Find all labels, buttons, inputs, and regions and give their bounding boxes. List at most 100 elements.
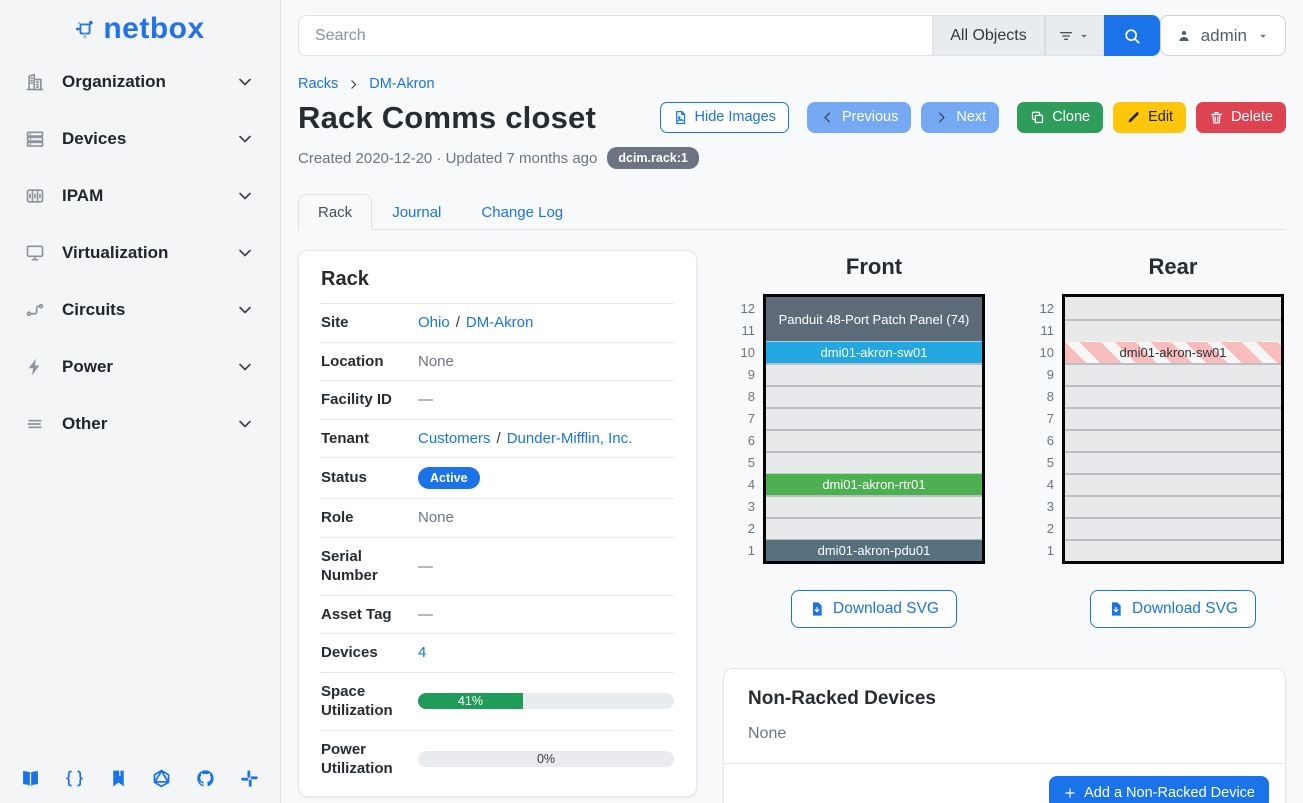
- sidebar-item-label: Virtualization: [62, 243, 169, 262]
- rear-download-svg-button[interactable]: Download SVG: [1090, 590, 1256, 628]
- tab-change-log[interactable]: Change Log: [481, 204, 564, 221]
- add-non-racked-device-button[interactable]: Add a Non-Racked Device: [1049, 776, 1269, 803]
- edit-button[interactable]: Edit: [1113, 101, 1187, 133]
- plus-icon: [1063, 786, 1077, 800]
- hide-images-button[interactable]: Hide Images: [659, 101, 789, 133]
- netbox-mark-icon: [75, 19, 95, 39]
- attribute-label: Location: [321, 352, 384, 370]
- attribute-row-power-utilization: Power Utilization 0%: [321, 729, 674, 788]
- front-device-panduit-48-port-patch-panel-74[interactable]: Panduit 48-Port Patch Panel (74): [766, 297, 982, 341]
- sidebar-item-other[interactable]: Other: [0, 404, 280, 444]
- user-name: admin: [1200, 25, 1247, 45]
- front-device-dmi01-akron-pdu01[interactable]: dmi01-akron-pdu01: [766, 539, 982, 561]
- rear-unit-slot-12[interactable]: [1065, 297, 1281, 319]
- github-icon[interactable]: [195, 768, 216, 789]
- object-id-badge: dcim.rack:1: [607, 147, 699, 169]
- delete-button[interactable]: Delete: [1196, 101, 1286, 133]
- rear-unit-slot-7[interactable]: [1065, 407, 1281, 429]
- front-unit-number: 10: [740, 344, 755, 360]
- chevron-down-icon: [235, 300, 255, 320]
- sidebar-footer: [0, 768, 280, 789]
- front-device-dmi01-akron-sw01[interactable]: dmi01-akron-sw01: [766, 341, 982, 363]
- breadcrumb-link-dm-akron[interactable]: DM-Akron: [369, 76, 435, 92]
- right-column: Front 12 11 10 9 8 7 6 5 4 3 2 1 Panduit 48-Port Pa…: [723, 250, 1286, 803]
- graphql-icon[interactable]: [151, 768, 172, 789]
- attribute-value: None: [418, 352, 454, 370]
- rear-unit-number: 5: [1046, 454, 1054, 470]
- attribute-label: Space Utilization: [321, 682, 393, 720]
- rear-elevation-title: Rear: [1148, 254, 1198, 279]
- tab-rack[interactable]: Rack: [298, 194, 373, 230]
- front-unit-slot-9[interactable]: [766, 363, 982, 385]
- server-icon: [25, 129, 45, 149]
- front-unit-slot-7[interactable]: [766, 407, 982, 429]
- rear-unit-slot-3[interactable]: [1065, 495, 1281, 517]
- tab-journal[interactable]: Journal: [392, 204, 442, 221]
- sidebar-nav: Organization Devices IPAM Virtualization Cir…: [0, 54, 280, 461]
- created-updated-text: Created 2020-12-20 · Updated 7 months ag…: [298, 149, 598, 167]
- front-rack: 12 11 10 9 8 7 6 5 4 3 2 1 Panduit 48-Port Patch Pa…: [725, 294, 985, 564]
- front-unit-slot-2[interactable]: [766, 517, 982, 539]
- sidebar-item-label: Power: [62, 357, 114, 376]
- front-elevation-title: Front: [845, 254, 903, 279]
- clone-button[interactable]: Clone: [1017, 101, 1104, 133]
- breadcrumb-link-racks[interactable]: Racks: [298, 76, 339, 92]
- next-button[interactable]: Next: [921, 101, 1000, 133]
- link-ohio[interactable]: Ohio: [418, 314, 450, 332]
- front-unit-slot-8[interactable]: [766, 385, 982, 407]
- sidebar-item-devices[interactable]: Devices: [0, 119, 280, 159]
- attribute-value: —: [418, 557, 433, 575]
- attribute-label: Asset Tag: [321, 605, 392, 623]
- front-device-dmi01-akron-rtr01[interactable]: dmi01-akron-rtr01: [766, 473, 982, 495]
- rear-device-dmi01-akron-sw01[interactable]: dmi01-akron-sw01: [1065, 341, 1281, 363]
- sidebar-item-label: Organization: [62, 72, 166, 91]
- rear-unit-slot-4[interactable]: [1065, 473, 1281, 495]
- link-dunder-mifflin-inc[interactable]: Dunder-Mifflin, Inc.: [506, 429, 633, 447]
- front-unit-slot-3[interactable]: [766, 495, 982, 517]
- front-download-svg-button[interactable]: Download SVG: [791, 590, 957, 628]
- rear-unit-slot-8[interactable]: [1065, 385, 1281, 407]
- search-scope-selector[interactable]: All Objects: [932, 15, 1045, 56]
- slack-icon[interactable]: [239, 768, 260, 789]
- sidebar-item-virtualization[interactable]: Virtualization: [0, 233, 280, 273]
- front-unit-slot-5[interactable]: [766, 451, 982, 473]
- front-unit-number: 8: [747, 388, 755, 404]
- sidebar-item-power[interactable]: Power: [0, 347, 280, 387]
- attribute-label: Role: [321, 509, 354, 526]
- search-submit-button[interactable]: [1103, 15, 1160, 56]
- link-devices-value[interactable]: 4: [418, 644, 427, 662]
- sidebar-item-ipam[interactable]: IPAM: [0, 176, 280, 216]
- search-input[interactable]: [298, 15, 933, 56]
- code-braces-icon[interactable]: [64, 768, 85, 789]
- space-utilization-bar: 41%: [418, 693, 674, 709]
- rear-unit-number: 12: [1039, 300, 1054, 316]
- bookmark-icon[interactable]: [108, 768, 129, 789]
- chevron-down-icon: [235, 186, 255, 206]
- rear-unit-slot-1[interactable]: [1065, 539, 1281, 561]
- rear-unit-slot-2[interactable]: [1065, 517, 1281, 539]
- breadcrumb: Racks DM-Akron: [298, 76, 1286, 92]
- front-unit-number: 12: [740, 300, 755, 316]
- rear-unit-slot-11[interactable]: [1065, 319, 1281, 341]
- netbox-logo[interactable]: netbox: [0, 0, 280, 54]
- front-unit-number: 4: [747, 476, 755, 492]
- rear-unit-number: 1: [1046, 542, 1054, 558]
- rear-unit-slot-9[interactable]: [1065, 363, 1281, 385]
- search-filter-button[interactable]: [1044, 15, 1104, 56]
- book-open-icon[interactable]: [20, 768, 41, 789]
- sidebar-item-circuits[interactable]: Circuits: [0, 290, 280, 330]
- search-icon: [1122, 26, 1142, 46]
- previous-button[interactable]: Previous: [806, 101, 912, 133]
- front-unit-slot-6[interactable]: [766, 429, 982, 451]
- left-column: Rack Site Ohio / DM-Akron Location None Faci…: [298, 250, 697, 803]
- attribute-row-space-utilization: Space Utilization 41%: [321, 671, 674, 730]
- link-customers[interactable]: Customers: [418, 429, 491, 447]
- logo-wordmark: netbox: [103, 12, 205, 45]
- rear-unit-slot-5[interactable]: [1065, 451, 1281, 473]
- user-menu[interactable]: admin: [1159, 15, 1286, 56]
- link-dm-akron[interactable]: DM-Akron: [465, 314, 534, 332]
- front-unit-number: 3: [747, 498, 755, 514]
- rear-unit-slot-6[interactable]: [1065, 429, 1281, 451]
- sidebar-item-organization[interactable]: Organization: [0, 62, 280, 102]
- tab-bar: Rack Journal Change Log: [298, 193, 1286, 230]
